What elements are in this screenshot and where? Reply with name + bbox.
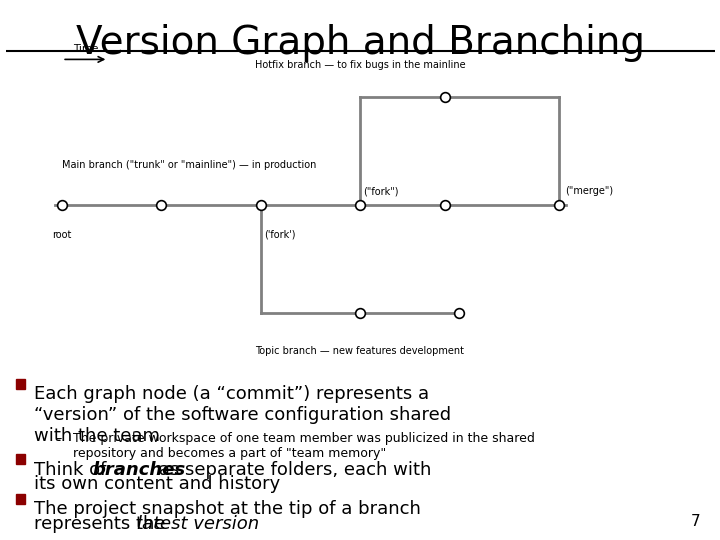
Text: ("merge"): ("merge") bbox=[566, 186, 613, 197]
Text: its own content and history: its own content and history bbox=[34, 475, 280, 493]
Text: represents the: represents the bbox=[34, 515, 171, 532]
Text: The project snapshot at the tip of a branch: The project snapshot at the tip of a bra… bbox=[34, 500, 420, 518]
Text: Think of: Think of bbox=[34, 461, 112, 478]
Text: The private workspace of one team member was publicized in the shared
repository: The private workspace of one team member… bbox=[73, 432, 535, 460]
Text: Time: Time bbox=[73, 44, 98, 54]
FancyBboxPatch shape bbox=[16, 454, 24, 464]
FancyBboxPatch shape bbox=[16, 494, 24, 504]
Text: Hotfix branch — to fix bugs in the mainline: Hotfix branch — to fix bugs in the mainl… bbox=[255, 60, 465, 70]
Text: Main branch ("trunk" or "mainline") — in production: Main branch ("trunk" or "mainline") — in… bbox=[62, 160, 317, 170]
Text: ("fork"): ("fork") bbox=[364, 186, 399, 197]
Text: ('fork'): ('fork') bbox=[264, 230, 296, 240]
Text: 7: 7 bbox=[690, 514, 701, 529]
Text: latest version: latest version bbox=[137, 515, 258, 532]
Text: as separate folders, each with: as separate folders, each with bbox=[153, 461, 431, 478]
Text: Each graph node (a “commit”) represents a
“version” of the software configuratio: Each graph node (a “commit”) represents … bbox=[34, 385, 451, 444]
Text: root: root bbox=[53, 230, 72, 240]
Text: Topic branch — new features development: Topic branch — new features development bbox=[256, 346, 464, 356]
FancyBboxPatch shape bbox=[16, 379, 24, 389]
Text: Version Graph and Branching: Version Graph and Branching bbox=[76, 24, 644, 62]
Text: branches: branches bbox=[93, 461, 186, 478]
Text: –: – bbox=[55, 432, 61, 445]
